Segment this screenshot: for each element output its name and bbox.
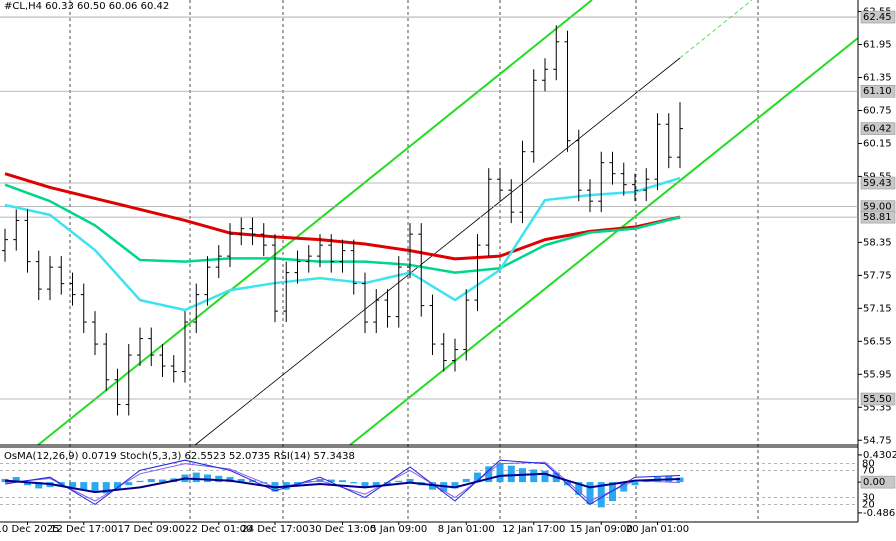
channel-upper — [37, 0, 593, 446]
osma-bar — [69, 482, 76, 488]
level-label: 55.50 — [863, 394, 892, 405]
osma-bar — [114, 482, 121, 490]
y-tick-label: 60.75 — [863, 105, 892, 116]
x-tick-label: 24 Dec 17:00 — [241, 524, 308, 535]
osma-bar — [249, 480, 256, 483]
level-label: 59.43 — [863, 178, 892, 189]
oscillator-line — [4, 459, 681, 506]
osma-bar — [1, 478, 9, 483]
osma-bar — [586, 482, 594, 505]
osma-bar — [24, 482, 31, 486]
y-tick-label: 0.00 — [863, 477, 885, 488]
indicator-title: OsMA(12,26,9) 0.0719 Stoch(5,3,3) 62.552… — [4, 451, 355, 462]
osma-bar — [474, 472, 481, 483]
osma-bar — [136, 480, 144, 483]
level-box — [860, 176, 896, 190]
y-tick-label: 55.35 — [863, 402, 892, 413]
osma-bar — [395, 480, 403, 483]
osma-bar — [462, 478, 470, 483]
x-tick-label: 15 Jan 09:00 — [570, 524, 633, 535]
price-box — [860, 122, 896, 135]
y-tick-label: 61.95 — [863, 40, 892, 51]
x-tick-label: 10 Dec 2025 — [0, 524, 59, 535]
zero-box — [860, 475, 896, 489]
level-box — [860, 210, 896, 224]
channel-mid — [194, 57, 681, 446]
osma-bar — [451, 482, 459, 489]
x-tick-label: 30 Dec 13:00 — [309, 524, 376, 535]
level-label: 58.81 — [863, 212, 892, 223]
y-tick-label: 54.75 — [863, 435, 892, 446]
level-box — [860, 392, 896, 406]
x-tick-label: 20 Jan 01:00 — [626, 524, 689, 535]
osma-bar — [361, 482, 369, 488]
y-tick-label: 56.55 — [863, 336, 892, 347]
osma-bar — [384, 482, 391, 486]
osma-bar — [350, 482, 358, 484]
level-label: 59.00 — [863, 202, 892, 213]
osma-bar — [147, 478, 155, 483]
y2-tick-label: 80 — [862, 459, 875, 470]
osma-bar — [204, 474, 211, 483]
level-box — [860, 10, 896, 24]
osma-bar — [541, 470, 549, 483]
osma-bar — [159, 479, 166, 483]
osma-bar — [35, 482, 43, 489]
channel-mid-ext — [679, 0, 753, 59]
osma-bar — [575, 482, 583, 495]
osma-bar — [406, 478, 414, 483]
osma-bar — [485, 466, 493, 483]
osma-bar — [91, 482, 99, 492]
y-tick-label: 60.15 — [863, 138, 892, 149]
y2-tick-label: 30 — [862, 493, 875, 504]
grid — [69, 0, 759, 522]
x-tick-label: 12 Dec 17:00 — [50, 524, 117, 535]
moving-average — [4, 176, 681, 312]
osma-bar — [339, 480, 346, 483]
osma-bar — [125, 482, 133, 486]
osma-bar — [609, 482, 616, 502]
osma-bar — [597, 482, 605, 508]
osma-bar — [496, 463, 504, 483]
trend-lines — [37, 0, 859, 446]
oscillator-line — [4, 472, 681, 494]
osma-bar — [507, 465, 515, 483]
osma-bar — [12, 477, 20, 483]
osma-bar — [305, 480, 313, 483]
osma-bar — [237, 478, 245, 483]
x-tick-label: 22 Dec 01:00 — [185, 524, 252, 535]
chart-title: #CL,H4 60.33 60.50 60.06 60.42 — [4, 1, 169, 12]
y-tick-label: 58.35 — [863, 237, 892, 248]
osma-bar — [620, 482, 628, 492]
osma-bar — [372, 482, 380, 486]
y-tick-label: 57.75 — [863, 270, 892, 281]
y-tick-label: 57.15 — [863, 303, 892, 314]
level-label: 61.10 — [863, 86, 892, 97]
osma-bar — [192, 472, 200, 483]
osma-bar — [215, 475, 223, 483]
x-tick-label: 5 Jan 09:00 — [370, 524, 427, 535]
y-tick-label: 55.95 — [863, 369, 892, 380]
price-label: 60.42 — [863, 124, 892, 135]
osma-bar — [530, 469, 538, 483]
x-tick-label: 12 Jan 17:00 — [502, 524, 565, 535]
x-tick-label: 17 Dec 09:00 — [118, 524, 185, 535]
osma-bar — [80, 482, 88, 490]
channel-lower — [349, 37, 859, 446]
y-tick-label: 0.4302 — [863, 450, 896, 461]
osma-bar — [226, 477, 234, 483]
level-box — [860, 84, 896, 98]
y2-tick-label: 20 — [862, 499, 875, 510]
level-label: 62.45 — [863, 12, 892, 23]
candles — [2, 25, 683, 416]
x-tick-label: 8 Jan 01:00 — [438, 524, 495, 535]
y-tick-label: 61.35 — [863, 72, 892, 83]
osma-bar — [102, 482, 110, 494]
y-tick-label: -0.4868 — [863, 508, 896, 519]
osma-bar — [631, 482, 639, 486]
osma-bar — [327, 479, 335, 483]
y2-tick-label: 70 — [862, 465, 875, 476]
